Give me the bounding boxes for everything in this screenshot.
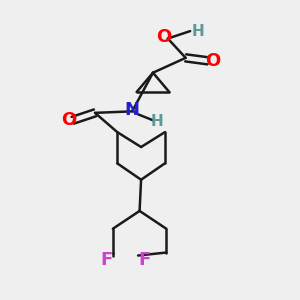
Text: F: F xyxy=(101,251,113,269)
Text: N: N xyxy=(125,101,140,119)
Text: O: O xyxy=(156,28,171,46)
Text: H: H xyxy=(151,114,164,129)
Text: O: O xyxy=(61,111,76,129)
Text: F: F xyxy=(138,251,150,269)
Text: H: H xyxy=(191,24,204,39)
Text: O: O xyxy=(205,52,220,70)
